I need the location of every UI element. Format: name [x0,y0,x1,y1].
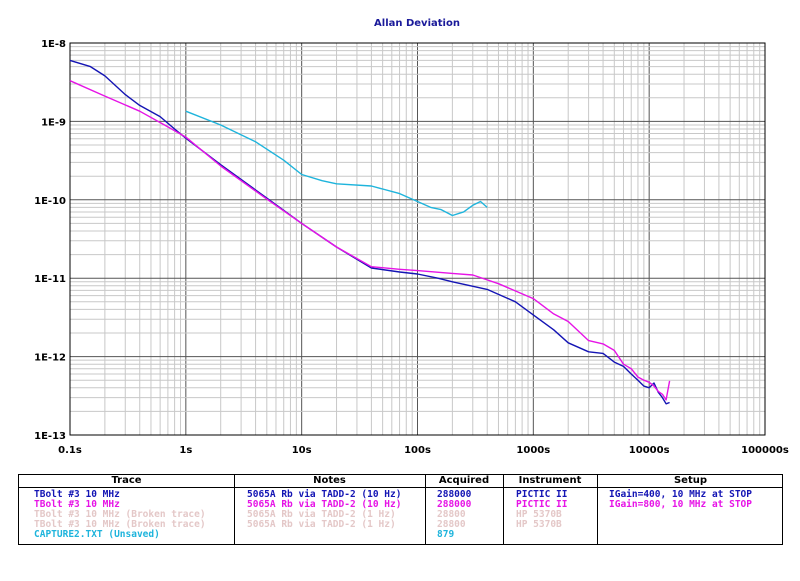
legend-cell-acquired: 288000 [437,499,472,510]
x-tick-label: 100s [404,445,431,456]
legend-cell-notes: 5065A Rb via TADD-2 (1 Hz) [247,509,396,520]
series-line-2 [69,80,671,401]
grid-lines [69,43,765,436]
series-line-3 [185,110,488,217]
legend-column-divider [234,475,235,544]
legend-header-trace: Trace [111,475,142,486]
legend-cell-acquired: 288000 [437,489,472,500]
y-tick-label: 1E-12 [34,353,66,364]
x-tick-label: 0.1s [58,445,82,456]
legend-cell-trace: CAPTURE2.TXT (Unsaved) [34,529,160,540]
legend-header-setup: Setup [673,475,708,486]
legend-header-notes: Notes [313,475,346,486]
y-tick-label: 1E-13 [34,431,66,442]
allan-deviation-chart: Allan Deviation 0.1s 1s 10s 100s 1000s 10000s… [34,18,789,456]
legend-cell-setup: IGain=800, 10 MHz at STOP [609,499,752,510]
legend-cell-acquired: 28800 [437,519,466,530]
legend-header-instrument: Instrument [518,475,582,486]
legend-cell-trace: TBolt #3 10 MHz (Broken trace) [34,509,206,520]
series-line-1 [69,59,670,405]
y-axis-tick-labels: 1E-13 1E-12 1E-11 1E-10 1E-9 1E-8 [34,39,66,442]
legend-header-divider [19,487,782,488]
y-tick-label: 1E-11 [34,274,66,285]
legend-cell-instrument: PICTIC II [516,489,568,500]
legend-cell-acquired: 879 [437,529,455,540]
x-axis-tick-labels: 0.1s 1s 10s 100s 1000s 10000s 100000s [58,445,789,456]
data-series [69,59,671,405]
x-tick-label: 1s [179,445,192,456]
trace-legend-table: Trace Notes Acquired Instrument Setup TB… [18,474,783,545]
y-tick-label: 1E-8 [41,39,66,50]
legend-column-divider [597,475,598,544]
legend-cell-instrument: PICTIC II [516,499,568,510]
legend-cell-notes: 5065A Rb via TADD-2 (10 Hz) [247,499,402,510]
legend-cell-trace: TBolt #3 10 MHz (Broken trace) [34,519,206,530]
legend-column-divider [503,475,504,544]
legend-cell-notes: 5065A Rb via TADD-2 (10 Hz) [247,489,402,500]
legend-column-divider [425,475,426,544]
legend-cell-trace: TBolt #3 10 MHz [34,499,120,510]
legend-cell-instrument: HP 5370B [516,509,562,520]
x-tick-label: 10s [292,445,312,456]
legend-cell-trace: TBolt #3 10 MHz [34,489,120,500]
legend-cell-notes: 5065A Rb via TADD-2 (1 Hz) [247,519,396,530]
x-tick-label: 1000s [516,445,550,456]
legend-header-acquired: Acquired [438,475,490,486]
x-tick-label: 100000s [741,445,789,456]
x-tick-label: 10000s [629,445,670,456]
legend-cell-setup: IGain=400, 10 MHz at STOP [609,489,752,500]
chart-title: Allan Deviation [374,18,460,29]
legend-cell-acquired: 28800 [437,509,466,520]
plot-frame [69,42,766,436]
legend-cell-instrument: HP 5370B [516,519,562,530]
y-tick-label: 1E-10 [34,196,66,207]
y-tick-label: 1E-9 [41,117,66,128]
